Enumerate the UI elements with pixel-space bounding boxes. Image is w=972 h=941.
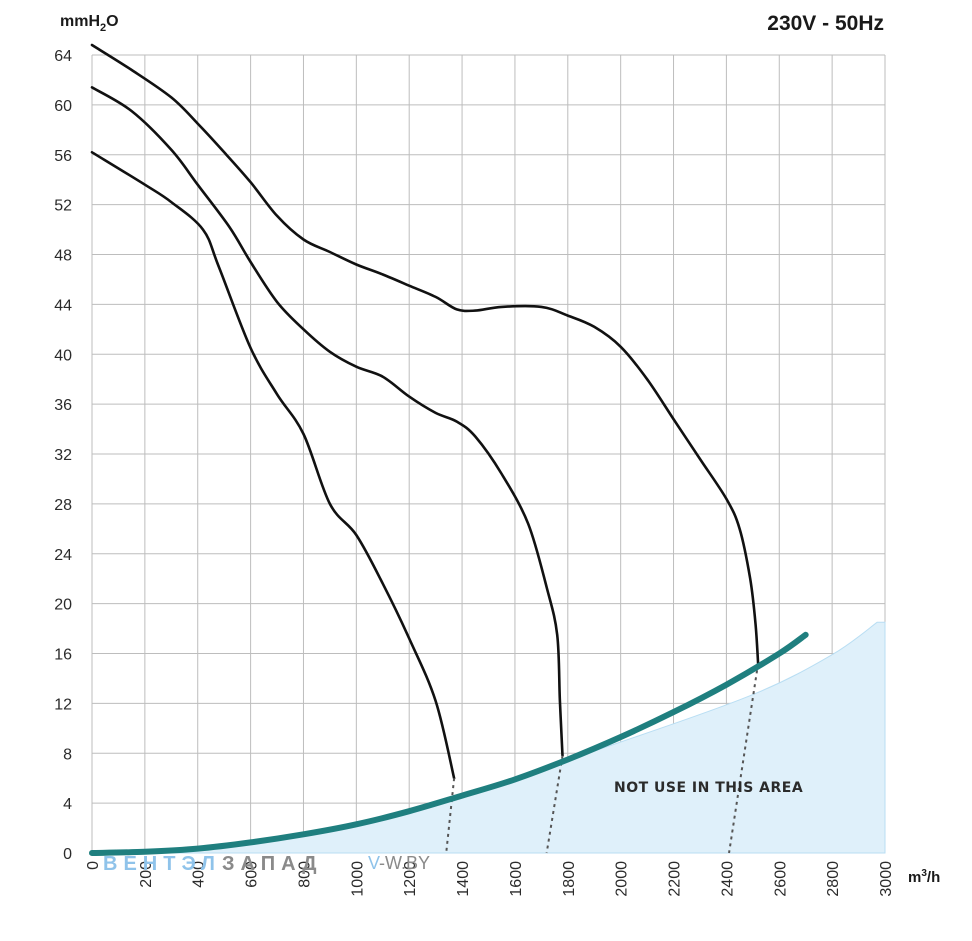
x-tick-label: 400: [191, 861, 208, 888]
y-axis-label: mmH2O: [60, 13, 119, 34]
x-axis-label-sup: 3: [921, 868, 927, 879]
y-tick-label: 28: [54, 497, 72, 514]
watermark-part1: ВЕНТЭЛ: [103, 853, 221, 875]
x-tick-label: 1800: [561, 861, 578, 897]
watermark-part2: ЗАПАД: [222, 853, 323, 875]
y-tick-label: 52: [54, 198, 72, 215]
y-axis-label-sub: 2: [100, 22, 106, 34]
x-tick-label: 2600: [772, 861, 789, 897]
y-tick-label: 40: [54, 347, 72, 364]
x-tick-label: 0: [85, 861, 102, 870]
watermark: ВЕНТЭЛ ЗАПАД V-W.BY: [103, 853, 430, 875]
x-tick-label: 1200: [402, 861, 419, 897]
x-axis-label: m3/h: [908, 868, 940, 886]
fan-curves: [90, 43, 760, 854]
y-tick-label: 48: [54, 248, 72, 265]
x-axis-label-tail: /h: [927, 869, 940, 886]
y-tick-label: 20: [54, 597, 72, 614]
y-axis-label-main: mmH: [60, 13, 100, 30]
y-tick-label: 56: [54, 148, 72, 165]
x-tick-label: 200: [138, 861, 155, 888]
y-tick-label: 64: [54, 48, 72, 65]
y-tick-label: 16: [54, 647, 72, 664]
x-tick-label: 800: [296, 861, 313, 888]
y-tick-label: 44: [54, 297, 72, 314]
fan-curve-2: [90, 86, 564, 757]
y-tick-label: 24: [54, 547, 72, 564]
x-tick-label: 2400: [719, 861, 736, 897]
x-tick-label: 3000: [878, 861, 895, 897]
x-tick-label: 2200: [667, 861, 684, 897]
forbidden-area-annotation: NOT USE IN THIS AREA: [614, 780, 803, 796]
x-tick-label: 1400: [455, 861, 472, 897]
x-axis-label-main: m: [908, 869, 921, 886]
fan-curve-extension-2: [545, 755, 564, 854]
x-tick-label: 1600: [508, 861, 525, 897]
y-tick-label: 4: [63, 796, 72, 813]
watermark-part3b: -W.BY: [379, 853, 430, 873]
forbidden-area: [91, 621, 886, 854]
y-tick-label: 60: [54, 98, 72, 115]
fan-curve-extension-1: [445, 778, 456, 854]
x-axis-ticks: 0 200 400 600 800 1000 1200 1400 1600 1800 2000 220…: [85, 861, 895, 897]
fan-curve-1: [90, 151, 456, 780]
x-tick-label: 1000: [349, 861, 366, 897]
watermark-part3a: V: [368, 853, 380, 873]
watermark-part3: V-W.BY: [368, 853, 430, 873]
x-tick-label: 2000: [614, 861, 631, 897]
x-tick-label: 600: [244, 861, 261, 888]
y-axis-label-tail: O: [106, 13, 118, 30]
y-tick-label: 12: [54, 696, 72, 713]
y-tick-label: 0: [63, 846, 72, 863]
y-tick-label: 36: [54, 397, 72, 414]
x-tick-label: 2800: [825, 861, 842, 897]
y-tick-label: 8: [63, 746, 72, 763]
y-tick-label: 32: [54, 447, 72, 464]
chart-title: 230V - 50Hz: [767, 12, 884, 35]
fan-curve-3: [90, 43, 760, 665]
system-curve: [89, 631, 809, 856]
